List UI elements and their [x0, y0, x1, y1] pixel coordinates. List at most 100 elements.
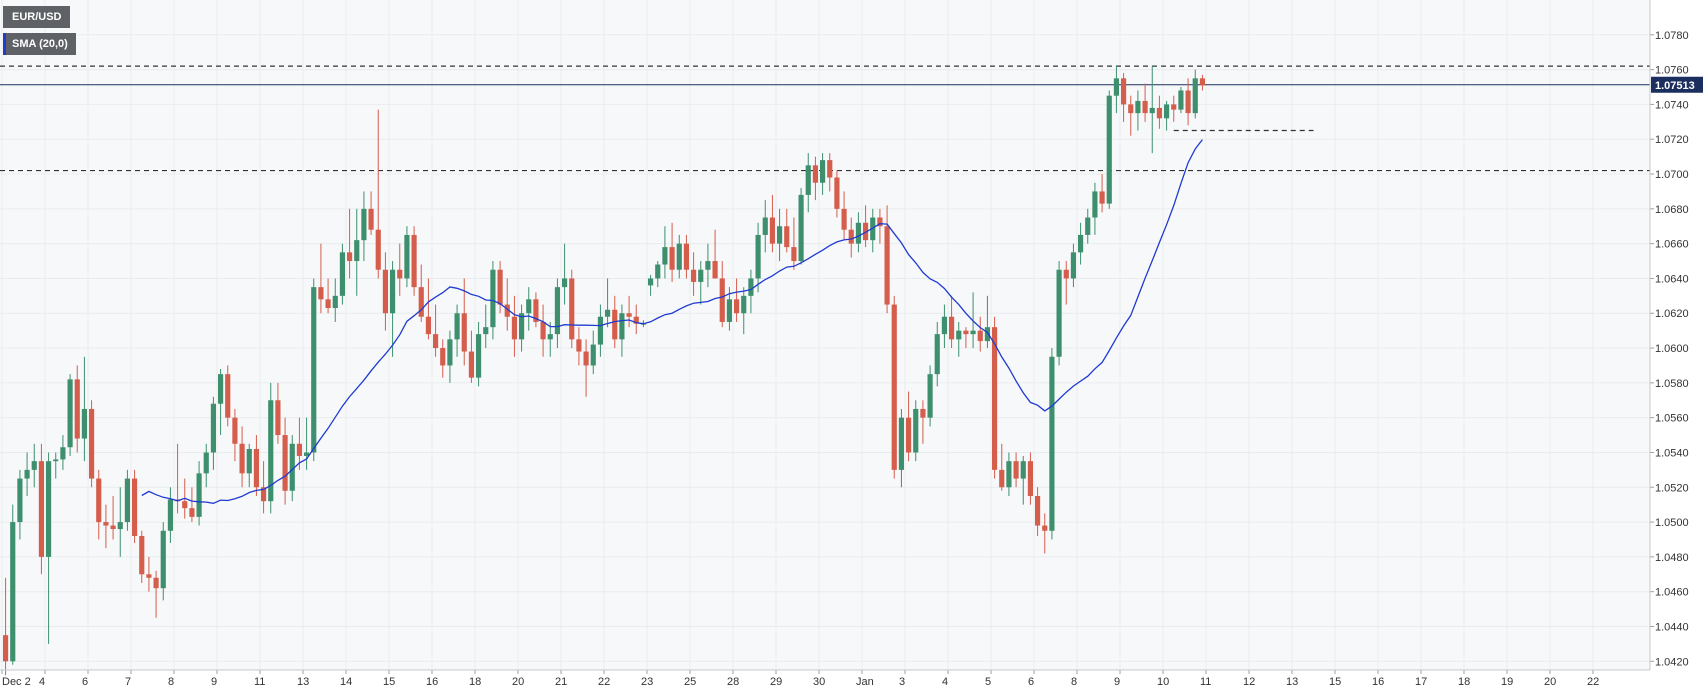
- y-tick-label: 1.0760: [1655, 65, 1689, 77]
- candle-body: [60, 447, 66, 460]
- candle-body: [841, 208, 847, 230]
- candle-body: [590, 344, 596, 366]
- x-tick-label: 21: [555, 676, 567, 687]
- x-tick-label: 6: [1028, 676, 1034, 687]
- candle-body: [597, 316, 603, 345]
- candle-body: [805, 165, 811, 195]
- y-tick-label: 1.0440: [1655, 621, 1689, 633]
- candle-body: [1006, 461, 1012, 488]
- candle-body: [318, 287, 324, 300]
- candle-body: [676, 243, 682, 270]
- candle-body: [977, 330, 983, 342]
- candle-body: [404, 234, 410, 279]
- candle-body: [1042, 525, 1048, 531]
- candle-body: [447, 339, 453, 366]
- y-tick-label: 1.0460: [1655, 587, 1689, 599]
- candle-body: [433, 334, 439, 349]
- candle-body: [454, 313, 460, 340]
- candle-body: [311, 287, 317, 453]
- x-tick-label: 9: [1114, 676, 1120, 687]
- candle-body: [347, 252, 353, 262]
- candle-body: [46, 461, 52, 557]
- level-lines: [0, 65, 1650, 172]
- candle-body: [554, 287, 560, 335]
- x-tick-label: 12: [1243, 676, 1255, 687]
- candle-body: [519, 313, 525, 340]
- candle-body: [812, 165, 818, 183]
- y-tick-label: 1.0420: [1655, 656, 1689, 668]
- candle-body: [74, 379, 80, 439]
- candle-body: [210, 403, 216, 453]
- candle-body: [153, 577, 159, 589]
- x-tick-label: 22: [598, 676, 610, 687]
- candle-body: [411, 234, 417, 288]
- candle-body: [906, 417, 912, 453]
- y-tick-label: 1.0780: [1655, 30, 1689, 42]
- candle-body: [891, 304, 897, 470]
- candle-body: [784, 226, 790, 248]
- candle-body: [769, 217, 775, 244]
- x-tick-label: 8: [168, 676, 174, 687]
- candle-body: [827, 160, 833, 178]
- candle-body: [633, 316, 639, 324]
- x-tick-label: 13: [1286, 676, 1298, 687]
- candle-body: [354, 240, 360, 262]
- candle-body: [1178, 90, 1184, 110]
- candle-body: [261, 487, 267, 502]
- candle-body: [167, 499, 173, 531]
- x-tick-label: 15: [383, 676, 395, 687]
- candle-body: [476, 334, 482, 378]
- candle-body: [547, 334, 553, 340]
- candle-body: [920, 408, 926, 418]
- candle-body: [1142, 100, 1148, 114]
- candle-body: [296, 443, 302, 456]
- candle-body: [132, 478, 138, 536]
- candle-body: [1185, 90, 1191, 114]
- candle-body: [124, 478, 130, 523]
- sma-polyline: [141, 139, 1203, 504]
- y-tick-label: 1.0740: [1655, 99, 1689, 111]
- x-tick-label: 22: [1587, 676, 1599, 687]
- x-tick-label: 13: [297, 676, 309, 687]
- y-tick-label: 1.0560: [1655, 413, 1689, 425]
- candle-body: [791, 247, 797, 262]
- candle-body: [1164, 104, 1170, 119]
- candle-body: [17, 478, 23, 523]
- x-tick-label: 25: [684, 676, 696, 687]
- y-tick-label: 1.0720: [1655, 134, 1689, 146]
- y-tick-label: 1.0500: [1655, 517, 1689, 529]
- candle-body: [232, 417, 238, 444]
- current-price-label: 1.07513: [1655, 80, 1695, 92]
- candle-body: [762, 217, 768, 235]
- candle-body: [1085, 217, 1091, 235]
- candle-body: [218, 374, 224, 404]
- candle-body: [110, 525, 116, 530]
- y-tick-label: 1.0480: [1655, 552, 1689, 564]
- candle-body: [848, 229, 854, 244]
- candle-body: [1013, 461, 1019, 479]
- candle-body: [440, 348, 446, 366]
- x-tick-label: 23: [641, 676, 653, 687]
- candle-body: [382, 269, 388, 314]
- candle-body: [533, 299, 539, 322]
- candle-body: [246, 448, 252, 474]
- candle-body: [418, 287, 424, 317]
- candle-body: [31, 461, 37, 470]
- x-tick-label: 6: [82, 676, 88, 687]
- candle-body: [332, 295, 338, 309]
- y-tick-label: 1.0600: [1655, 343, 1689, 355]
- candle-body: [576, 339, 582, 352]
- candle-body: [24, 469, 30, 479]
- candle-body: [483, 327, 489, 335]
- candle-body: [662, 247, 668, 265]
- candle-body: [777, 226, 783, 244]
- candle-body: [339, 252, 345, 296]
- candle-body: [691, 269, 697, 282]
- candle-body: [540, 321, 546, 340]
- candle-body: [626, 313, 632, 317]
- y-tick-label: 1.0620: [1655, 308, 1689, 320]
- candle-body: [963, 330, 969, 335]
- x-tick-label: 20: [1544, 676, 1556, 687]
- candle-body: [619, 313, 625, 340]
